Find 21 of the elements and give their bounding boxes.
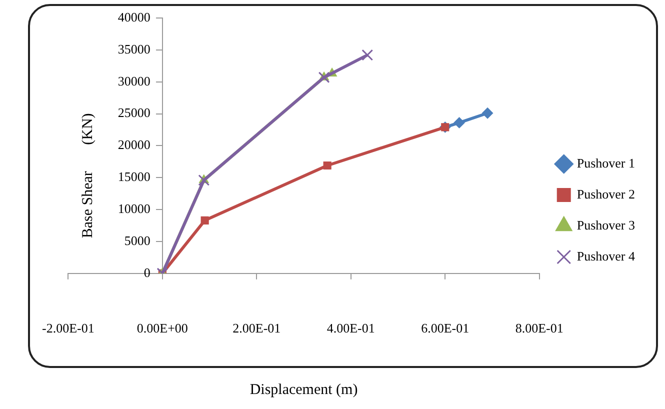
y-tick-label: 10000: [118, 200, 150, 216]
y-tick-label: 15000: [118, 169, 150, 184]
x-axis-title: Displacement (m): [250, 382, 358, 398]
legend-label: Pushover 3: [576, 217, 635, 232]
legend-label: Pushover 2: [576, 186, 635, 202]
legend-label: Pushover 4: [576, 248, 636, 264]
y-tick-label: 35000: [118, 41, 150, 56]
y-tick-label: 20000: [118, 137, 150, 152]
y-axis-title: Base Shear (KN): [80, 113, 96, 238]
x-tick-label: 8.00E-01: [515, 320, 564, 336]
x-tick-label: 4.00E-01: [326, 320, 375, 336]
y-tick-label: 30000: [118, 73, 150, 88]
x-tick-label: 6.00E-01: [421, 320, 470, 336]
y-tick-label: 0: [144, 264, 150, 280]
y-tick-label: 5000: [124, 232, 150, 248]
x-tick-label: -2.00E-01: [42, 320, 94, 336]
legend-label: Pushover 1: [576, 155, 635, 170]
x-tick-label: 2.00E-01: [232, 320, 281, 336]
x-tick-label: 0.00E+00: [136, 320, 188, 336]
y-tick-label: 40000: [118, 9, 150, 24]
y-tick-label: 25000: [118, 105, 150, 120]
